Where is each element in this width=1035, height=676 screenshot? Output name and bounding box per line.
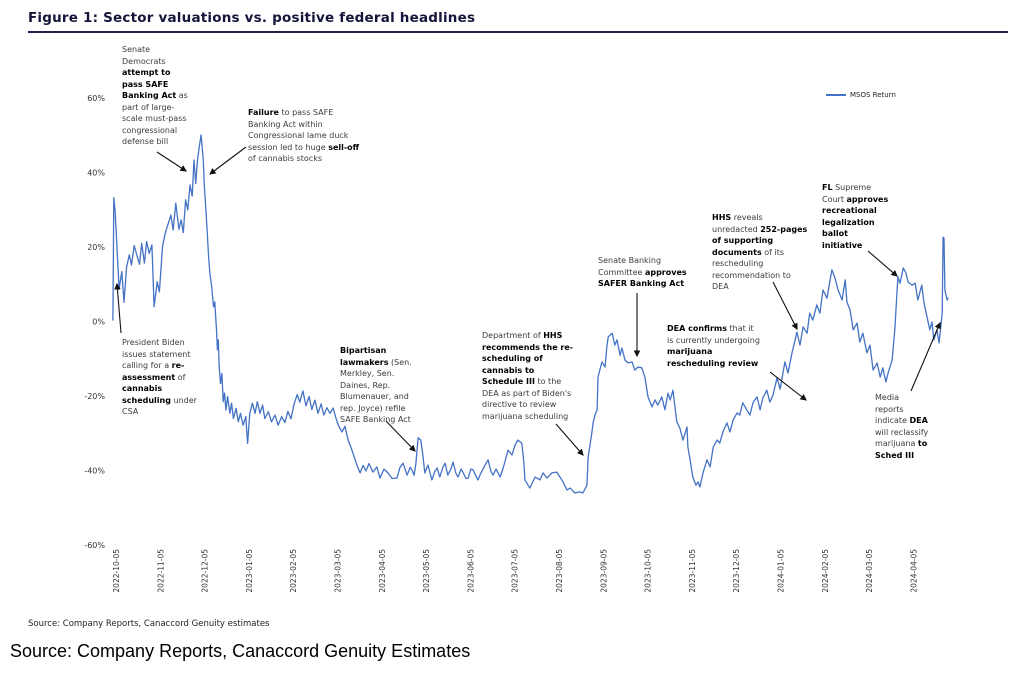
x-axis-tick-label: 2023-02-05 — [289, 549, 298, 593]
y-axis-tick-label: -40% — [84, 467, 105, 476]
annotation-arrow-bipartisan-lawmakers — [385, 420, 416, 452]
annotation-biden-statement: President Biden issues statement calling… — [122, 338, 197, 416]
x-axis-tick-label: 2022-11-05 — [156, 549, 165, 593]
legend-label: MSOS Return — [850, 91, 896, 99]
figure-title: Figure 1: Sector valuations vs. positive… — [28, 10, 476, 26]
annotation-arrow-fl-supreme-court — [867, 250, 898, 277]
x-axis-tick-label: 2024-02-05 — [821, 549, 830, 593]
y-axis-tick-label: 40% — [87, 169, 105, 178]
x-axis-tick-label: 2023-11-05 — [688, 549, 697, 593]
x-axis-tick-label: 2024-01-05 — [777, 549, 786, 593]
annotation-fl-supreme-court: FL Supreme Court approves recreational l… — [822, 183, 889, 250]
annotation-senate-banking: Senate Banking Committee approves SAFER … — [598, 256, 687, 288]
annotation-arrow-failure-sell-off — [209, 146, 247, 175]
x-axis-tick-label: 2023-09-05 — [599, 549, 608, 593]
y-axis-tick-label: -20% — [84, 392, 105, 401]
x-axis-tick-label: 2023-12-05 — [732, 549, 741, 593]
x-axis-tick-label: 2023-06-05 — [466, 549, 475, 593]
annotation-bipartisan-lawmakers: Bipartisan lawmakers (Sen. Merkley, Sen.… — [340, 346, 412, 424]
x-axis-tick-label: 2023-10-05 — [644, 549, 653, 593]
x-axis-tick-label: 2022-12-05 — [201, 549, 210, 593]
annotation-arrow-hhs-reveals — [772, 281, 798, 330]
annotation-arrow-biden-statement — [114, 282, 122, 334]
x-axis-tick-label: 2023-03-05 — [334, 549, 343, 593]
x-axis-tick-label: 2023-08-05 — [555, 549, 564, 593]
title-rule — [28, 31, 1008, 33]
x-axis-tick-label: 2023-07-05 — [511, 549, 520, 593]
annotation-arrow-hhs-recommends — [555, 423, 584, 456]
y-axis-tick-label: 20% — [87, 243, 105, 252]
y-axis-tick-label: 60% — [87, 94, 105, 103]
annotation-hhs-reveals: HHS reveals unredacted 252-pages of supp… — [712, 213, 808, 291]
y-axis-tick-label: -60% — [84, 541, 105, 550]
legend-line-swatch — [826, 94, 846, 96]
msos-return-line — [112, 134, 949, 494]
y-axis-tick-label: 0% — [92, 318, 105, 327]
annotation-senate-democrats: Senate Democrats attempt to pass SAFE Ba… — [122, 45, 188, 146]
legend: MSOS Return — [826, 91, 896, 99]
annotation-media-reports: Media reports indicate DEA will reclassi… — [875, 393, 929, 460]
annotation-failure-sell-off: Failure to pass SAFE Banking Act within … — [248, 108, 360, 163]
annotation-arrow-media-reports — [910, 321, 941, 392]
source-note-large: Source: Company Reports, Canaccord Genui… — [10, 641, 471, 661]
annotation-hhs-recommends: Department of HHS recommends the re- sch… — [482, 331, 574, 421]
annotation-dea-confirms: DEA confirms that it is currently underg… — [667, 324, 760, 368]
annotation-arrow-dea-confirms — [769, 371, 807, 401]
source-note-small: Source: Company Reports, Canaccord Genui… — [28, 619, 270, 629]
x-axis-tick-label: 2023-04-05 — [378, 549, 387, 593]
x-axis-tick-label: 2023-05-05 — [422, 549, 431, 593]
x-axis-tick-label: 2024-03-05 — [865, 549, 874, 593]
x-axis-tick-label: 2024-04-05 — [909, 549, 918, 593]
x-axis-tick-label: 2022-10-05 — [112, 549, 121, 593]
x-axis-tick-label: 2023-01-05 — [245, 549, 254, 593]
annotation-arrow-senate-democrats — [156, 151, 187, 172]
